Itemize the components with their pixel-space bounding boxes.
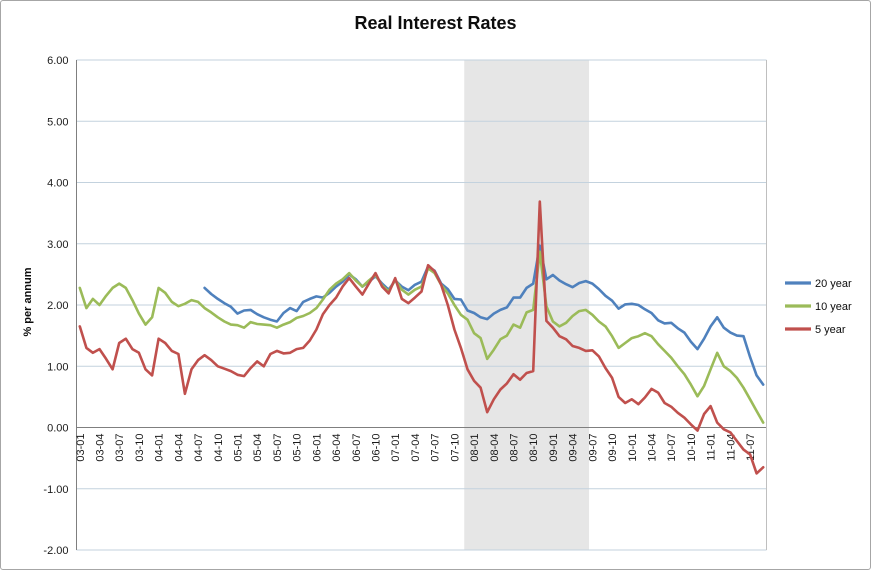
x-tick-label: 09-07 [587, 434, 599, 462]
chart-title: Real Interest Rates [354, 13, 517, 33]
x-tick-label: 08-07 [509, 434, 521, 462]
x-tick-label: 06-04 [331, 434, 343, 462]
chart-legend: 20 year 10 year 5 year [785, 278, 852, 336]
x-tick-label: 04-04 [173, 434, 185, 462]
x-tick-label: 05-07 [272, 434, 284, 462]
x-tick-label: 07-07 [430, 434, 442, 462]
legend-item-5-year: 5 year [785, 324, 846, 336]
y-axis-labels: -2.00 -1.00 0.00 1.00 2.00 3.00 4.00 5.00 6.00 [43, 55, 68, 557]
x-tick-label: 05-01 [233, 434, 245, 462]
y-tick-label: 6.00 [47, 55, 68, 67]
x-tick-label: 07-04 [410, 434, 422, 462]
series-line-5-year [78, 200, 765, 475]
y-tick-label: 0.00 [47, 423, 68, 435]
x-tick-label: 09-10 [607, 434, 619, 462]
y-tick-label: 1.00 [47, 361, 68, 373]
y-tick-label: 3.00 [47, 239, 68, 251]
x-tick-label: 10-04 [647, 434, 659, 462]
y-tick-label: -1.00 [43, 484, 68, 496]
x-tick-label: 09-01 [548, 434, 560, 462]
legend-item-20-year: 20 year [785, 278, 852, 290]
x-tick-label: 03-04 [95, 434, 107, 462]
x-tick-label: 11-04 [725, 434, 737, 461]
y-tick-label: -2.00 [43, 545, 68, 557]
x-tick-label: 07-10 [449, 434, 461, 462]
x-tick-label: 03-10 [134, 434, 146, 462]
x-tick-label: 09-04 [568, 434, 580, 462]
legend-label: 10 year [815, 301, 852, 313]
legend-item-10-year: 10 year [785, 301, 852, 313]
x-tick-label: 04-01 [154, 434, 166, 462]
x-axis-labels: 03-01 03-04 03-07 03-10 04-01 04-04 04-07 04-10… [75, 434, 757, 462]
y-tick-label: 5.00 [47, 116, 68, 128]
x-tick-label: 06-07 [351, 434, 363, 462]
x-tick-label: 03-01 [75, 434, 87, 462]
x-tick-label: 05-04 [252, 434, 264, 462]
x-tick-label: 08-01 [469, 434, 481, 462]
x-tick-label: 08-10 [528, 434, 540, 462]
x-tick-label: 10-01 [627, 434, 639, 462]
x-tick-label: 06-10 [371, 434, 383, 462]
x-tick-label: 04-07 [193, 434, 205, 462]
series-line-20-year [203, 244, 765, 386]
y-axis-title: % per annum [22, 267, 34, 337]
x-tick-label: 06-01 [311, 434, 323, 462]
x-tick-label: 05-10 [292, 434, 304, 462]
x-tick-label: 03-07 [114, 434, 126, 462]
x-tick-label: 11-01 [706, 434, 718, 461]
y-tick-label: 2.00 [47, 300, 68, 312]
x-tick-label: 04-10 [213, 434, 225, 462]
x-tick-label: 08-04 [489, 434, 501, 462]
legend-label: 20 year [815, 278, 852, 290]
x-tick-label: 07-01 [390, 434, 402, 462]
x-tick-label: 10-07 [666, 434, 678, 462]
x-tick-label: 10-10 [686, 434, 698, 462]
legend-label: 5 year [815, 324, 846, 336]
y-tick-label: 4.00 [47, 178, 68, 190]
